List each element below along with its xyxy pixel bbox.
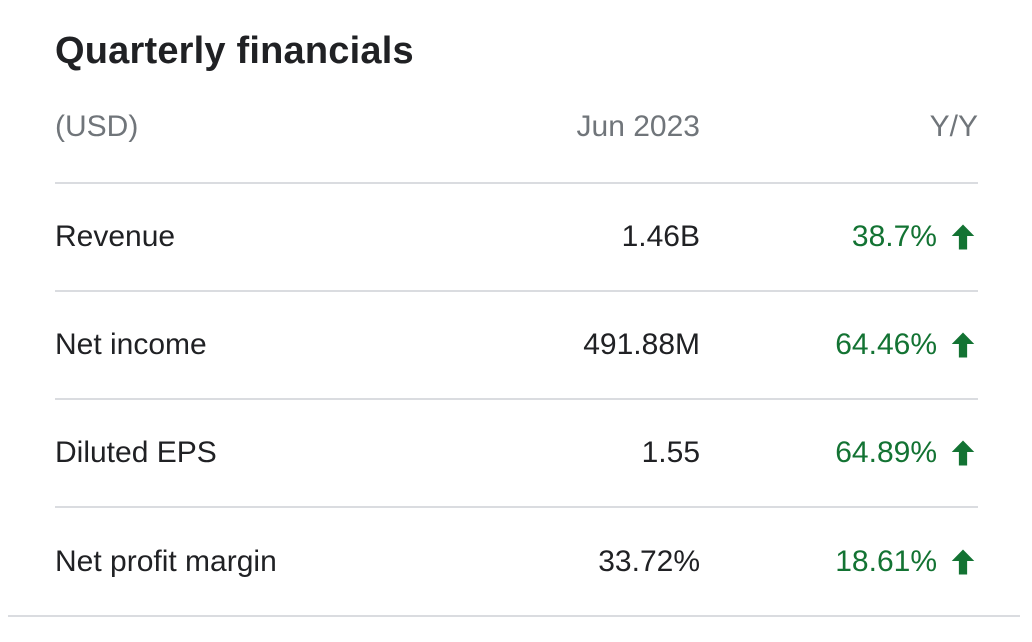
- row-label: Revenue: [55, 220, 176, 253]
- card-bottom-divider: [8, 615, 1020, 617]
- row-value: 33.72%: [598, 545, 700, 578]
- row-yoy-value: 38.7%: [851, 220, 937, 253]
- table-header-row: (USD) Jun 2023 Y/Y: [55, 72, 978, 184]
- row-value: 1.55: [641, 436, 700, 469]
- column-header-yoy: Y/Y: [929, 110, 978, 143]
- table-row-diluted-eps: Diluted EPS 1.55 64.89%: [55, 400, 978, 508]
- arrow-up-icon: [948, 438, 978, 468]
- arrow-up-icon: [948, 330, 978, 360]
- card-title: Quarterly financials: [55, 30, 414, 72]
- row-label: Net income: [55, 328, 207, 361]
- arrow-up-icon: [948, 547, 978, 577]
- column-header-period: Jun 2023: [576, 110, 700, 143]
- table-row-net-income: Net income 491.88M 64.46%: [55, 292, 978, 400]
- row-label: Net profit margin: [55, 545, 277, 578]
- column-header-unit: (USD): [55, 110, 139, 143]
- row-yoy-value: 64.89%: [835, 436, 937, 469]
- row-value: 1.46B: [621, 220, 700, 253]
- row-label: Diluted EPS: [55, 436, 217, 469]
- arrow-up-icon: [948, 222, 978, 252]
- row-yoy-value: 18.61%: [835, 545, 937, 578]
- row-yoy-value: 64.46%: [835, 328, 937, 361]
- row-value: 491.88M: [583, 328, 700, 361]
- table-row-revenue: Revenue 1.46B 38.7%: [55, 184, 978, 292]
- card-content: Quarterly financials (USD) Jun 2023 Y/Y …: [55, 30, 978, 616]
- table-row-net-profit-margin: Net profit margin 33.72% 18.61%: [55, 508, 978, 616]
